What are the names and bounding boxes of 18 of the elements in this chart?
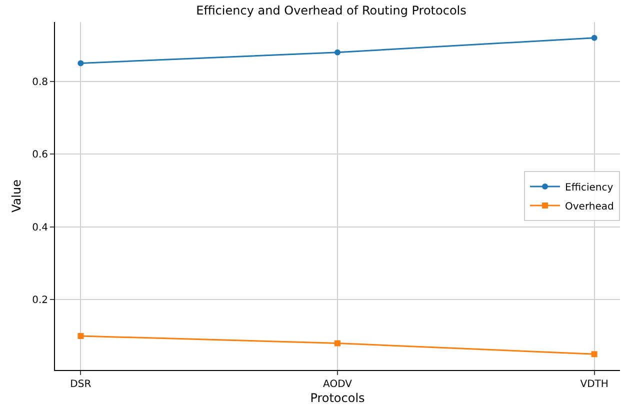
x-tick-label: DSR <box>70 379 92 390</box>
chart-title: Efficiency and Overhead of Routing Protocols <box>196 4 466 18</box>
point <box>78 333 84 339</box>
point <box>334 340 340 346</box>
x-axis-title: Protocols <box>310 390 365 405</box>
y-tick-label: 0.2 <box>32 295 48 306</box>
y-tick-label: 0.6 <box>32 150 48 161</box>
point <box>591 34 598 41</box>
legend-label: Overhead <box>565 201 614 212</box>
legend-label: Efficiency <box>565 182 614 194</box>
point <box>334 49 340 56</box>
y-tick-label: 0.8 <box>32 76 48 88</box>
point <box>591 351 598 358</box>
x-tick-label: VDTH <box>580 379 608 390</box>
y-axis-title: Value <box>9 180 24 212</box>
y-tick-label: 0.4 <box>32 222 48 234</box>
point <box>78 60 84 66</box>
x-tick-label: AODV <box>323 379 352 390</box>
